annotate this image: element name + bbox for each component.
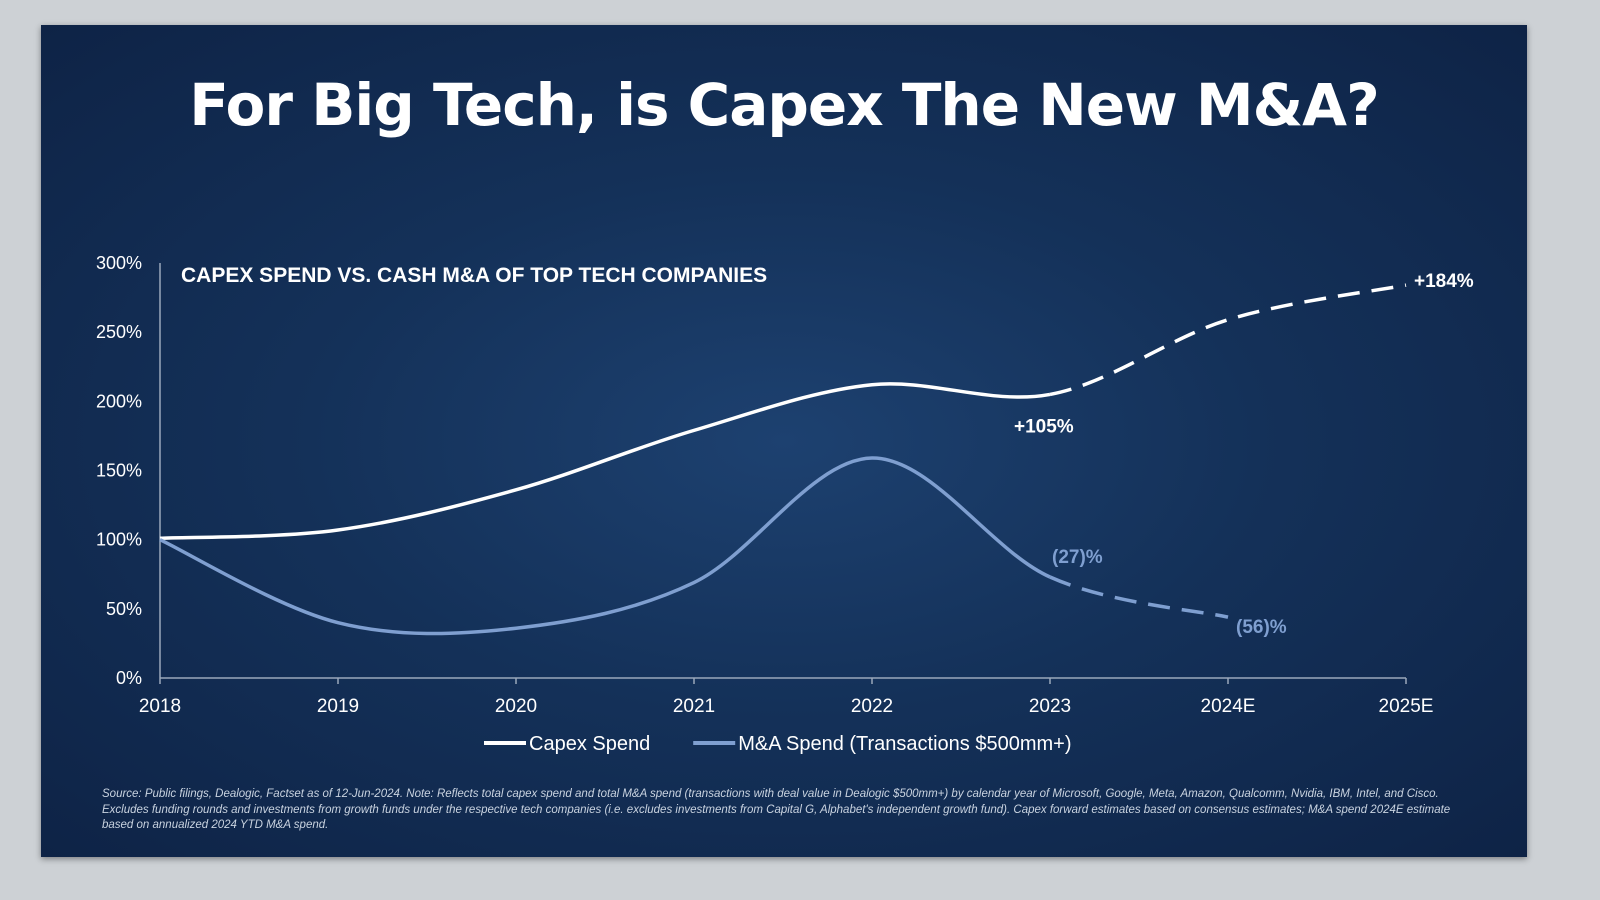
- slide-title: For Big Tech, is Capex The New M&A?: [189, 71, 1379, 139]
- data-label: (27)%: [1052, 547, 1103, 568]
- y-tick-label: 300%: [96, 253, 142, 273]
- y-tick-label: 150%: [96, 461, 142, 481]
- y-tick-label: 250%: [96, 322, 142, 342]
- x-tick-label: 2020: [495, 696, 537, 717]
- ma-line-estimate: [1049, 575, 1229, 619]
- chart-title: CAPEX SPEND VS. CASH M&A OF TOP TECH COM…: [181, 264, 767, 287]
- data-label: (56)%: [1236, 617, 1287, 638]
- x-tick-label: 2018: [139, 696, 181, 717]
- slide: For Big Tech, is Capex The New M&A? 0% 50…: [41, 25, 1527, 857]
- capex-line-actual: [159, 382, 1051, 541]
- x-tick-label: 2024E: [1201, 696, 1256, 717]
- legend-label: Capex Spend: [529, 733, 650, 755]
- data-label: +105%: [1014, 416, 1074, 437]
- x-tick-label: 2019: [317, 696, 359, 717]
- data-label: +184%: [1414, 271, 1474, 292]
- ma-line-actual: [159, 456, 1051, 636]
- x-tick-label: 2025E: [1379, 696, 1434, 717]
- y-tick-label: 200%: [96, 391, 142, 411]
- y-tick-label: 0%: [116, 668, 142, 688]
- y-tick-label: 100%: [96, 530, 142, 550]
- line-chart: 0% 50% 100% 150% 200% 250% 300% 2018 2019 2020 202…: [96, 253, 1474, 755]
- x-tick-label: 2021: [673, 696, 715, 717]
- footnote: Source: Public filings, Dealogic, Factse…: [102, 788, 1451, 831]
- x-tick-label: 2022: [851, 696, 893, 717]
- capex-line-estimate: [1049, 283, 1407, 397]
- y-tick-label: 50%: [106, 599, 142, 619]
- x-tick-label: 2023: [1029, 696, 1071, 717]
- legend-label: M&A Spend (Transactions $500mm+): [738, 733, 1071, 755]
